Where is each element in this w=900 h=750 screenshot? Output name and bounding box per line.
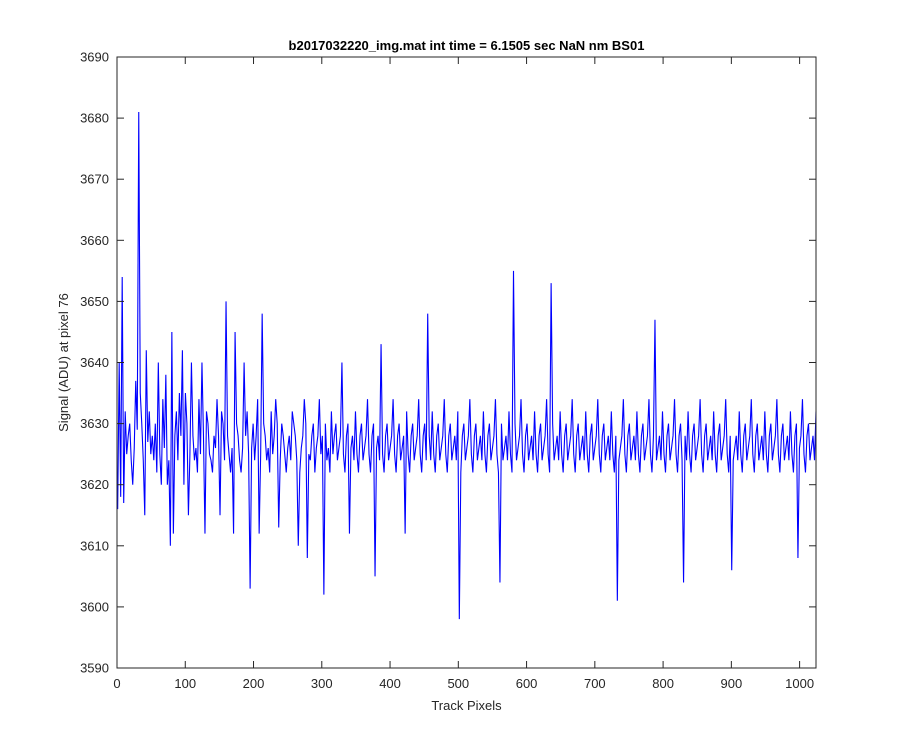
plot-area: [117, 57, 816, 668]
x-tick-label: 800: [652, 676, 674, 691]
y-tick-label: 3650: [80, 294, 109, 309]
x-tick-label: 600: [516, 676, 538, 691]
x-tick-label: 300: [311, 676, 333, 691]
series-line-1: [117, 111, 817, 620]
y-tick-label: 3610: [80, 538, 109, 553]
y-tick-label: 3670: [80, 172, 109, 187]
y-axis-label: Signal (ADU) at pixel 76: [56, 293, 71, 432]
y-axis: 3590 3600 3610 3620 3630 3640 3650 3660 3670 3680…: [80, 50, 816, 676]
y-tick-label: 3690: [80, 50, 109, 65]
y-tick-label: 3590: [80, 661, 109, 676]
x-tick-label: 500: [447, 676, 469, 691]
y-tick-label: 3600: [80, 599, 109, 614]
x-tick-label: 200: [243, 676, 265, 691]
x-tick-label: 400: [379, 676, 401, 691]
x-tick-label: 0: [113, 676, 120, 691]
y-tick-label: 3620: [80, 477, 109, 492]
y-tick-label: 3640: [80, 355, 109, 370]
y-tick-label: 3630: [80, 416, 109, 431]
x-axis: 0 100 200 300 400 500 600 700 800 900 1000: [113, 57, 814, 691]
x-tick-label: 100: [174, 676, 196, 691]
x-tick-label: 1000: [785, 676, 814, 691]
y-tick-label: 3680: [80, 111, 109, 126]
series-layer: [117, 111, 817, 620]
x-axis-label: Track Pixels: [431, 698, 502, 713]
x-tick-label: 900: [721, 676, 743, 691]
chart-title: b2017032220_img.mat int time = 6.1505 se…: [289, 38, 645, 53]
x-tick-label: 700: [584, 676, 606, 691]
y-tick-label: 3660: [80, 233, 109, 248]
